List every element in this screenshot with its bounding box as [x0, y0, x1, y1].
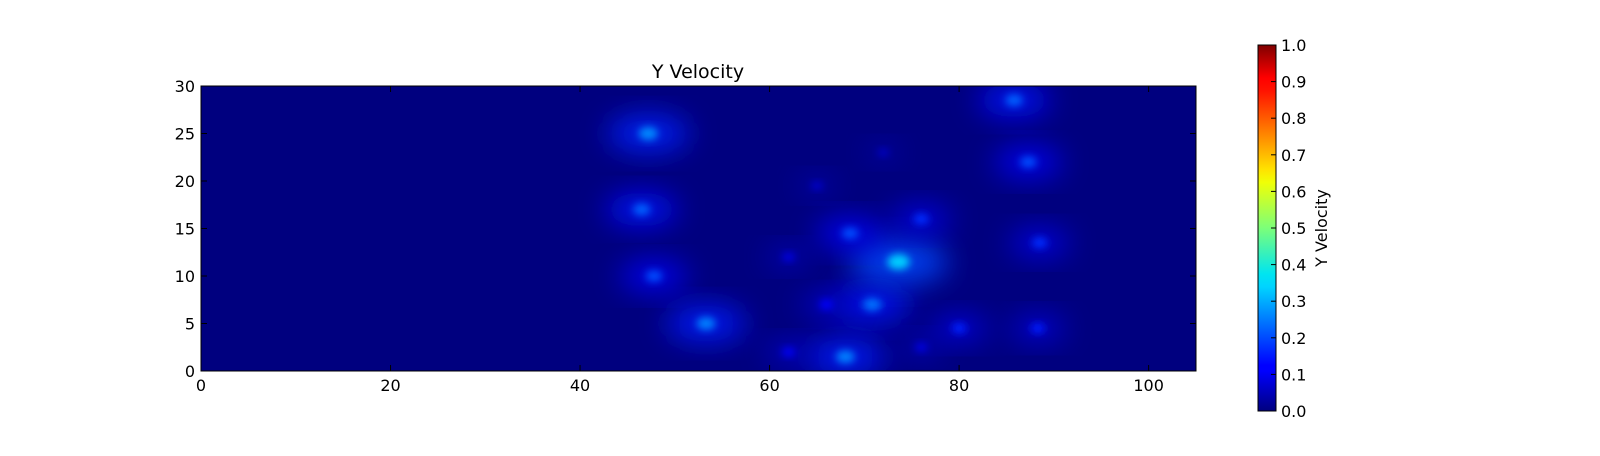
y-tick-label: 30 — [175, 77, 195, 96]
velocity-feature — [819, 299, 834, 310]
velocity-feature — [951, 323, 967, 334]
colorbar-tick-label: 0.4 — [1281, 256, 1306, 275]
y-tick-label: 0 — [185, 362, 195, 381]
colorbar-tick-label: 0.2 — [1281, 329, 1306, 348]
velocity-feature — [1005, 94, 1023, 107]
velocity-feature — [782, 252, 795, 262]
velocity-feature — [841, 227, 859, 240]
velocity-feature — [914, 342, 928, 352]
velocity-feature — [696, 317, 716, 330]
x-tick-label: 40 — [570, 376, 590, 395]
colorbar-tick-label: 0.8 — [1281, 109, 1306, 128]
velocity-feature — [862, 298, 882, 311]
velocity-feature — [1030, 323, 1046, 334]
x-axis: 0 20 40 60 80 100 — [196, 86, 1164, 395]
x-tick-label: 20 — [380, 376, 400, 395]
y-axis: 0 5 10 15 20 25 30 — [175, 77, 1196, 381]
velocity-feature — [887, 254, 910, 270]
y-tick-label: 10 — [175, 267, 195, 286]
y-tick-label: 25 — [175, 125, 195, 144]
velocity-feature — [877, 148, 889, 157]
velocity-feature — [835, 350, 855, 364]
chart-title: Y Velocity — [651, 61, 744, 83]
colorbar-tick-label: 0.1 — [1281, 365, 1306, 384]
velocity-feature — [811, 181, 823, 190]
velocity-feature — [1031, 237, 1048, 249]
colorbar-tick-label: 0.5 — [1281, 219, 1306, 238]
colorbar-tick-label: 1.0 — [1281, 36, 1306, 55]
x-tick-label: 100 — [1133, 376, 1164, 395]
velocity-feature — [913, 213, 929, 225]
x-tick-label: 80 — [949, 376, 969, 395]
velocity-feature — [781, 347, 796, 357]
x-tick-label: 0 — [196, 376, 206, 395]
velocity-feature — [645, 270, 663, 282]
velocity-features — [605, 86, 1071, 371]
colorbar-tick-label: 0.7 — [1281, 146, 1306, 165]
colorbar-tick-label: 0.9 — [1281, 73, 1306, 92]
velocity-feature — [638, 126, 658, 141]
x-tick-label: 60 — [759, 376, 779, 395]
colorbar-tick-label: 0.0 — [1281, 402, 1306, 421]
y-tick-label: 15 — [175, 220, 195, 239]
colorbar-ticks: 0.0 0.1 0.2 0.3 0.4 0.5 0.6 0.7 0.8 0.9 1.0 — [1271, 36, 1306, 421]
colorbar-tick-label: 0.6 — [1281, 182, 1306, 201]
y-tick-label: 5 — [185, 315, 195, 334]
velocity-feature — [1019, 156, 1037, 168]
colorbar-label: Y Velocity — [1312, 189, 1331, 268]
velocity-feature — [632, 203, 651, 216]
y-tick-label: 20 — [175, 172, 195, 191]
colorbar-tick-label: 0.3 — [1281, 292, 1306, 311]
